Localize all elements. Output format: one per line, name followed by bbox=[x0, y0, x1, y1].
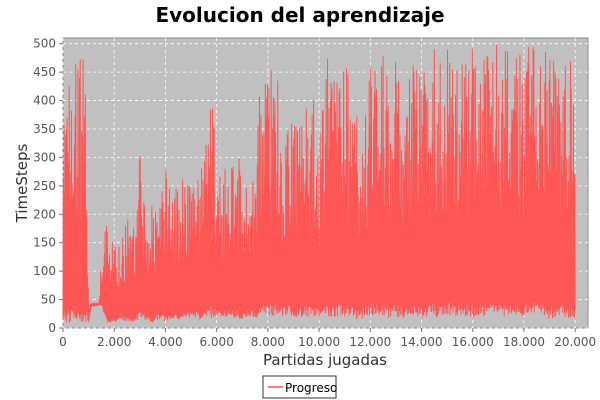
x-tick-label: 8.000 bbox=[251, 335, 285, 349]
legend-label-progreso: Progreso bbox=[285, 381, 337, 395]
x-tick-label: 4.000 bbox=[148, 335, 182, 349]
x-tick-label: 20.000 bbox=[554, 335, 596, 349]
y-axis-label: TimeSteps bbox=[13, 143, 31, 223]
x-axis-label: Partidas jugadas bbox=[263, 351, 387, 369]
x-tick-label: 0 bbox=[59, 335, 67, 349]
x-tick-label: 18.000 bbox=[503, 335, 545, 349]
y-tick-label: 500 bbox=[33, 37, 56, 51]
y-tick-label: 300 bbox=[33, 150, 56, 164]
chart-title: Evolucion del aprendizaje bbox=[155, 3, 444, 27]
series-layer bbox=[62, 44, 576, 323]
tick-layer: 0 50 100 150 200 250 300 350 400 450 500 0 2.000 4.00… bbox=[33, 37, 596, 349]
legend-box bbox=[262, 375, 337, 399]
series-line-progreso bbox=[62, 44, 576, 323]
y-tick-label: 50 bbox=[41, 293, 56, 307]
y-tick-label: 250 bbox=[33, 179, 56, 193]
x-tick-label: 16.000 bbox=[452, 335, 494, 349]
y-tick-label: 350 bbox=[33, 122, 56, 136]
y-tick-label: 150 bbox=[33, 236, 56, 250]
y-tick-label: 400 bbox=[33, 94, 56, 108]
x-tick-label: 10.000 bbox=[298, 335, 340, 349]
legend: Progreso bbox=[262, 375, 337, 399]
y-tick-label: 450 bbox=[33, 65, 56, 79]
y-tick-label: 200 bbox=[33, 207, 56, 221]
x-tick-label: 14.000 bbox=[401, 335, 443, 349]
x-tick-label: 2.000 bbox=[97, 335, 131, 349]
x-tick-label: 6.000 bbox=[199, 335, 233, 349]
y-tick-label: 0 bbox=[48, 321, 56, 335]
x-tick-label: 12.000 bbox=[349, 335, 391, 349]
y-tick-label: 100 bbox=[33, 264, 56, 278]
